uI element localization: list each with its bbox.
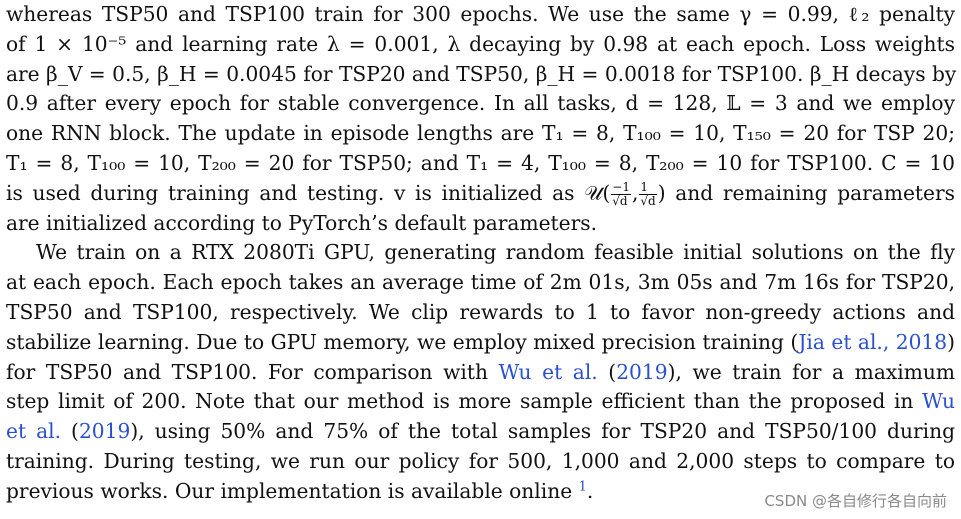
text-line-with-citation: et al. (2019), using 50% and 75% of the …: [6, 417, 955, 447]
paragraph-hardware-details: We train on a RTX 2080Ti GPU, generating…: [6, 238, 955, 506]
text-line-with-citation: step limit of 200. Note that our method …: [6, 387, 955, 417]
text-line-with-fractions: is used during training and testing. v i…: [6, 179, 955, 209]
text-line: 0.9 after every epoch for stable converg…: [6, 91, 955, 116]
fraction-denominator: √d: [640, 193, 656, 208]
text-line: T₁ = 8, T₁₀₀ = 10, T₂₀₀ = 20 for TSP50; …: [6, 150, 955, 175]
text-segment: step limit of 200. Note that our method …: [6, 389, 923, 414]
text-line: are initialized according to PyTorch’s d…: [6, 210, 598, 235]
text-segment: stabilize learning. Due to GPU memory, w…: [6, 329, 799, 354]
fraction-one-over-sqrt-d: 1 √d: [639, 180, 657, 208]
text-segment: (: [597, 359, 617, 384]
citation-link-wu-author[interactable]: Wu: [922, 389, 955, 414]
text-line-with-citation: for TSP50 and TSP100. For comparison wit…: [6, 358, 955, 388]
text-line: are β_V = 0.5, β_H = 0.0045 for TSP20 an…: [6, 61, 957, 86]
text-segment: previous works. Our implementation is av…: [6, 478, 579, 503]
text-segment: ) and remaining parameters: [657, 180, 955, 205]
footnote-link[interactable]: 1: [578, 479, 587, 495]
text-segment: .: [586, 478, 594, 503]
text-line: whereas TSP50 and TSP100 train for 300 e…: [6, 2, 955, 26]
csdn-watermark: CSDN @各自修行各自向前: [764, 492, 947, 510]
fraction-neg-one-over-sqrt-d: −1 √d: [611, 179, 631, 208]
fraction-denominator: √d: [612, 193, 628, 208]
text-segment: (: [61, 419, 79, 444]
fraction-numerator: −1: [611, 179, 631, 195]
citation-link-wu-2019[interactable]: 2019: [78, 419, 131, 444]
text-line-with-footnote: previous works. Our implementation is av…: [6, 477, 955, 507]
text-line: one RNN block. The update in episode len…: [6, 121, 955, 146]
text-segment: ), we train for a maximum: [667, 359, 955, 384]
text-line: TSP50 and TSP100, respectively. We clip …: [6, 299, 955, 324]
paper-body: whereas TSP50 and TSP100 train for 300 e…: [6, 0, 957, 507]
paragraph-training-details: whereas TSP50 and TSP100 train for 300 e…: [6, 0, 957, 238]
text-segment: is used during training and testing. v i…: [6, 180, 611, 205]
text-line: of 1 × 10⁻⁵ and learning rate λ = 0.001,…: [6, 31, 955, 56]
text-line: at each epoch. Each epoch takes an avera…: [6, 270, 955, 295]
fraction-separator: ,: [631, 180, 639, 205]
citation-link-wu-2019[interactable]: 2019: [616, 359, 668, 384]
citation-link-jia-2018[interactable]: Jia et al., 2018: [798, 329, 948, 354]
fraction-numerator: 1: [639, 180, 657, 195]
citation-link-wu-author[interactable]: et al.: [6, 419, 62, 444]
text-segment: for TSP50 and TSP100. For comparison wit…: [6, 359, 499, 384]
text-line-with-citation: stabilize learning. Due to GPU memory, w…: [6, 328, 955, 358]
text-segment: ), using 50% and 75% of the total sample…: [130, 419, 956, 444]
text-line: training. During testing, we run our pol…: [6, 448, 955, 473]
text-segment: ): [947, 329, 956, 354]
text-line: We train on a RTX 2080Ti GPU, generating…: [36, 240, 955, 265]
citation-link-wu-author[interactable]: Wu et al.: [498, 359, 598, 384]
